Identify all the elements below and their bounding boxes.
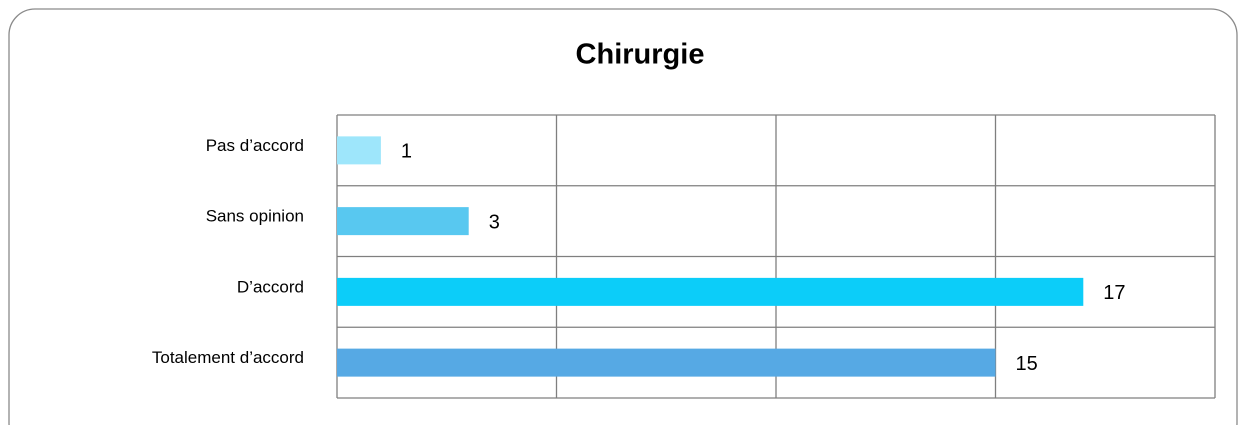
data-label: 15	[1016, 353, 1038, 375]
y-tick-label: Totalement d’accord	[152, 348, 304, 367]
y-tick-label: Pas d’accord	[206, 136, 304, 155]
bar	[337, 348, 996, 377]
bar	[337, 277, 1084, 306]
data-label: 17	[1103, 282, 1125, 304]
data-label: 3	[489, 211, 500, 233]
bar	[337, 207, 469, 236]
chart-title: Chirurgie	[576, 39, 705, 71]
card-border	[8, 8, 1238, 430]
bar	[337, 136, 381, 165]
y-tick-label: Sans opinion	[206, 207, 304, 226]
data-label: 1	[401, 141, 412, 163]
y-tick-label: D’accord	[237, 277, 304, 296]
